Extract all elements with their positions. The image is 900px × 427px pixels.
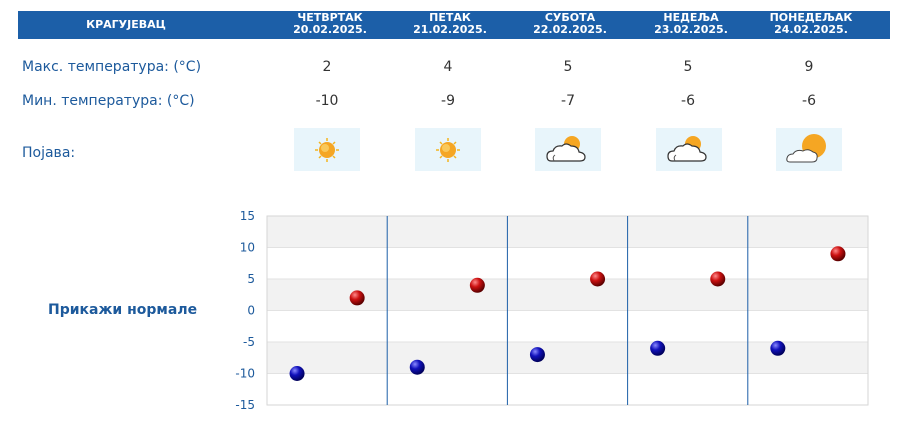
max-temp-point — [469, 277, 485, 293]
min-temp-day-5: -6 — [802, 93, 816, 109]
day-name: ПЕТАК — [429, 11, 471, 24]
y-tick-label: -15 — [235, 398, 255, 412]
y-tick-label: 0 — [247, 304, 255, 318]
grid-band — [267, 216, 868, 248]
sun-cloud-icon — [776, 128, 842, 171]
y-tick-label: -10 — [235, 367, 255, 381]
day-name: ЧЕТВРТАК — [297, 11, 363, 24]
plot-border — [266, 215, 869, 406]
day-header-4: НЕДЕЉА 23.02.2025. — [641, 12, 741, 36]
day-header-2: ПЕТАК 21.02.2025. — [400, 12, 500, 36]
day-name: НЕДЕЉА — [663, 11, 719, 24]
day-name: СУБОТА — [544, 11, 596, 24]
y-tick-label: 15 — [240, 209, 255, 223]
min-temp-day-3: -7 — [561, 93, 575, 109]
day-date: 21.02.2025. — [413, 23, 487, 36]
min-temp-day-4: -6 — [681, 93, 695, 109]
max-temp-day-4: 5 — [683, 59, 693, 75]
y-tick-label: 10 — [240, 241, 255, 255]
sun-icon — [294, 128, 360, 171]
city-name: КРАГУЈЕВАЦ — [86, 18, 166, 31]
grid-band — [267, 247, 868, 279]
min-temp-day-1: -10 — [315, 93, 339, 109]
day-date: 24.02.2025. — [774, 23, 848, 36]
min-temp-point — [529, 347, 545, 363]
y-tick-label: -5 — [243, 335, 255, 349]
min-temp-point — [409, 359, 425, 375]
grid-band — [267, 342, 868, 374]
max-temp-label: Макс. температура: (°C) — [22, 59, 202, 75]
max-temp-day-2: 4 — [443, 59, 453, 75]
max-temp-point — [590, 271, 606, 287]
show-normals-link[interactable]: Прикажи нормале — [48, 302, 198, 318]
day-date: 20.02.2025. — [293, 23, 367, 36]
day-header-1: ЧЕТВРТАК 20.02.2025. — [280, 12, 380, 36]
min-temp-point — [770, 340, 786, 356]
day-date: 22.02.2025. — [533, 23, 607, 36]
max-temp-point — [710, 271, 726, 287]
y-tick-label: 5 — [247, 272, 255, 286]
min-temp-label: Мин. температура: (°C) — [22, 93, 195, 109]
grid-band — [267, 279, 868, 311]
max-temp-day-3: 5 — [563, 59, 573, 75]
max-temp-day-5: 9 — [804, 59, 814, 75]
min-temp-point — [289, 366, 305, 381]
sun-icon — [415, 128, 481, 171]
min-temp-point — [650, 340, 666, 356]
max-temp-point — [830, 246, 846, 262]
grid-band — [267, 310, 868, 342]
sun-cloud-icon — [535, 128, 601, 171]
max-temp-day-1: 2 — [322, 59, 332, 75]
forecast-header: КРАГУЈЕВАЦ ЧЕТВРТАК 20.02.2025. ПЕТАК 21… — [18, 11, 890, 39]
min-temp-day-2: -9 — [441, 93, 455, 109]
sun-cloud-icon — [656, 128, 722, 171]
day-header-3: СУБОТА 22.02.2025. — [520, 12, 620, 36]
max-temp-point — [349, 290, 365, 306]
day-date: 23.02.2025. — [654, 23, 728, 36]
phenomenon-label: Појава: — [22, 145, 76, 161]
grid-band — [267, 373, 868, 405]
day-name: ПОНЕДЕЉАК — [769, 11, 853, 24]
day-header-5: ПОНЕДЕЉАК 24.02.2025. — [761, 12, 861, 36]
